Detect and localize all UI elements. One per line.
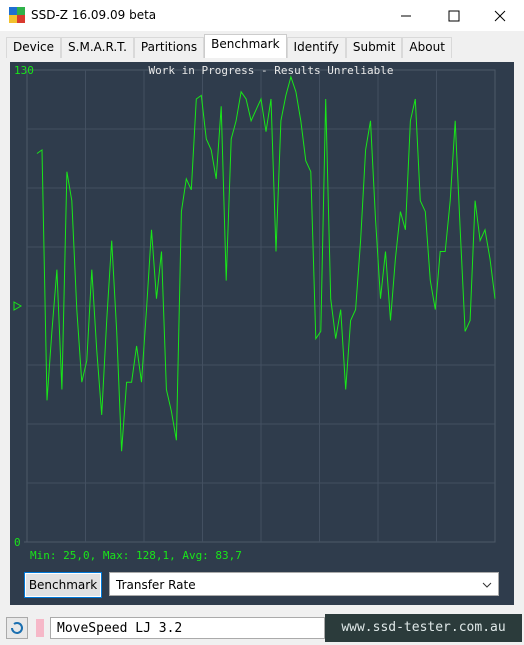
- tab[interactable]: Identify: [286, 37, 346, 58]
- status-indicator: [36, 619, 44, 637]
- benchmark-button[interactable]: Benchmark: [24, 572, 102, 598]
- chart-panel: 0 130 Work in Progress - Results Unreliabl…: [10, 62, 514, 605]
- watermark: www.ssd-tester.com.au: [325, 614, 522, 642]
- mode-dropdown[interactable]: Transfer Rate: [109, 572, 499, 596]
- status-field: MoveSpeed LJ 3.2: [50, 617, 325, 639]
- tab[interactable]: About: [402, 37, 452, 58]
- tab[interactable]: Benchmark: [204, 34, 287, 58]
- tab[interactable]: S.M.A.R.T.: [61, 37, 134, 58]
- app-icon: [9, 7, 25, 23]
- data-line: [36, 75, 496, 452]
- tab[interactable]: Partitions: [133, 37, 205, 58]
- chart: 0 130 Work in Progress - Results Unreliabl…: [13, 64, 496, 562]
- tab[interactable]: Device: [6, 37, 62, 58]
- tab[interactable]: Submit: [345, 37, 403, 58]
- title-bar: SSD-Z 16.09.09 beta: [0, 0, 524, 31]
- summary-text: Min: 25,0, Max: 128,1, Avg: 83,7: [30, 549, 242, 562]
- window-controls[interactable]: [396, 8, 514, 24]
- refresh-button[interactable]: [6, 617, 28, 639]
- window-title: SSD-Z 16.09.09 beta: [31, 8, 157, 22]
- tab-bar: Device S.M.A.R.T. Partitions Benchmark Ident…: [6, 34, 452, 58]
- dropdown-arrow: [482, 582, 492, 588]
- y-tick-label: 130: [14, 64, 34, 77]
- cursor-marker: [13, 301, 23, 311]
- dropdown-value: Transfer Rate: [116, 578, 196, 592]
- y-tick-label: 0: [14, 536, 21, 549]
- chart-title: Work in Progress - Results Unreliable: [148, 64, 393, 77]
